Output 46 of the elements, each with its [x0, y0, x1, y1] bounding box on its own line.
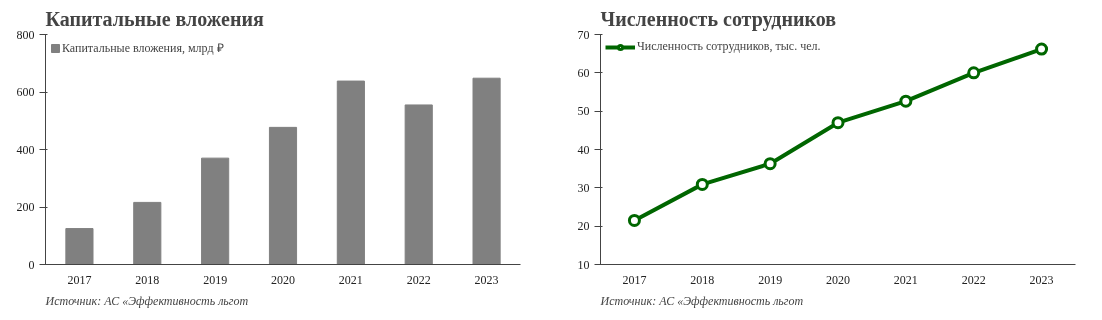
bar	[65, 228, 94, 265]
point	[695, 177, 709, 191]
bar	[472, 77, 501, 265]
y-tick-label: 0	[28, 257, 35, 272]
bar	[336, 80, 365, 265]
bar	[133, 201, 162, 265]
bar	[201, 157, 230, 265]
text: Источник: АС «Эффективность льгот	[44, 293, 249, 308]
x-tick-label: 2023	[1029, 272, 1054, 287]
text: Источник: АС «Эффективность льгот	[599, 293, 804, 308]
x-tick-label: 2018	[135, 272, 160, 287]
bar	[404, 104, 433, 265]
x-tick-label: 2017	[67, 272, 92, 287]
y-tick-label: 600	[16, 85, 35, 99]
legend-label: Численность сотрудников, тыс. чел.	[637, 39, 821, 54]
x-tick-label: 2022	[406, 272, 431, 287]
point	[899, 94, 913, 108]
x-tick-label: 2017	[622, 272, 647, 287]
y-tick-label: 50	[577, 104, 590, 119]
point	[831, 116, 845, 130]
point	[627, 213, 641, 227]
y-tick-label: 20	[577, 219, 590, 234]
y-tick-label: 10	[577, 257, 590, 272]
x-tick-label: 2023	[474, 272, 499, 287]
legend-label: Капитальные вложения, млрд ₽	[62, 40, 224, 56]
y-tick-label: 60	[577, 65, 590, 80]
point	[763, 157, 777, 171]
y-tick-label: 30	[577, 180, 590, 195]
point	[1035, 42, 1049, 56]
chart-title: Капитальные вложения	[45, 7, 264, 30]
y-tick-label: 40	[577, 142, 590, 157]
x-tick-label: 2019	[203, 272, 228, 287]
x-tick-label: 2020	[826, 272, 850, 287]
x-tick-label: 2020	[271, 272, 295, 287]
chart-title: Численность сотрудников	[600, 7, 837, 31]
x-tick-label: 2021	[338, 272, 363, 287]
y-tick-label: 800	[16, 27, 35, 42]
y-tick-label: 200	[16, 200, 35, 214]
x-tick-label: 2022	[961, 272, 986, 287]
y-tick-label: 400	[16, 142, 35, 157]
bar	[268, 126, 298, 265]
point	[967, 66, 981, 80]
x-tick-label: 2018	[690, 272, 715, 287]
y-tick-label: 70	[577, 27, 590, 42]
x-tick-label: 2021	[893, 272, 918, 287]
x-tick-label: 2019	[758, 272, 783, 287]
